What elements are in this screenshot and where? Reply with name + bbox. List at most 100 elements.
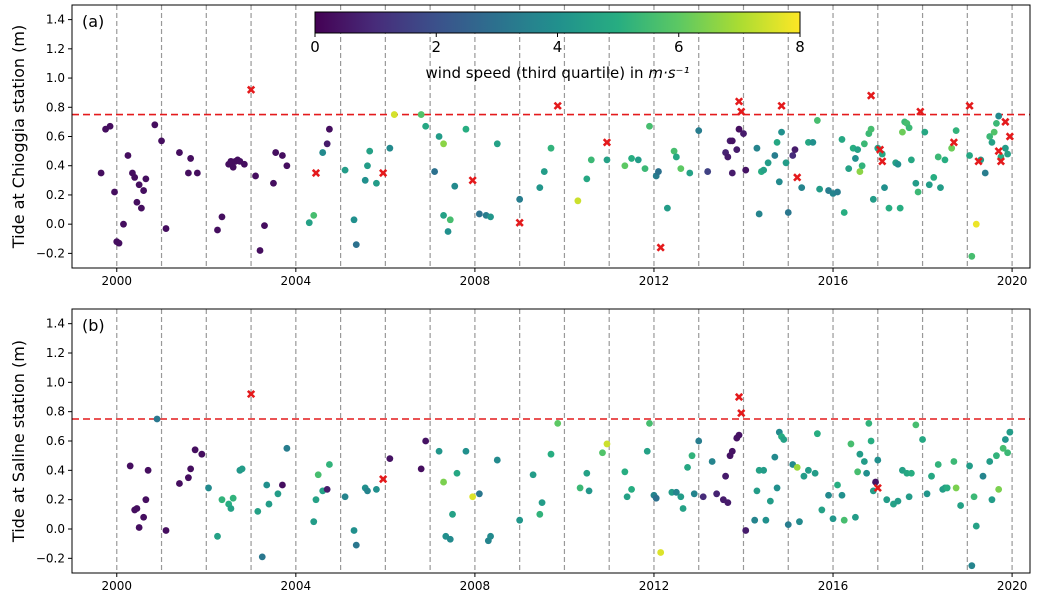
data-point (690, 490, 698, 498)
event-marker (878, 157, 887, 166)
data-point (135, 524, 143, 531)
data-point (352, 541, 360, 549)
data-point (252, 172, 259, 180)
data-point (435, 447, 443, 455)
data-point (686, 169, 694, 177)
event-marker (873, 483, 882, 493)
data-point (793, 464, 801, 471)
data-point (390, 111, 398, 118)
y-tick-label: 1.0 (46, 375, 65, 389)
data-point (227, 505, 235, 512)
data-point (722, 472, 729, 480)
colorbar-tick-label: 2 (431, 38, 441, 56)
event-marker-stroke (974, 157, 983, 166)
data-point (867, 125, 875, 133)
data-point (847, 440, 855, 448)
data-point (493, 456, 501, 464)
data-point (894, 497, 902, 505)
data-point (1006, 428, 1014, 436)
data-point (305, 219, 313, 227)
data-point (350, 216, 358, 224)
data-point (135, 181, 143, 189)
data-point (646, 420, 653, 427)
data-point (742, 166, 750, 174)
data-point (176, 480, 183, 487)
data-point (352, 241, 360, 249)
data-point (655, 168, 662, 175)
data-point (735, 125, 743, 133)
data-point (905, 124, 913, 132)
data-point (646, 122, 653, 130)
data-point (704, 168, 712, 175)
data-point (641, 165, 649, 173)
data-point (928, 472, 935, 480)
data-point (773, 484, 781, 492)
data-point (872, 478, 879, 486)
data-point (361, 176, 369, 184)
data-point (874, 456, 882, 464)
data-point (493, 140, 501, 148)
data-point (229, 163, 237, 171)
data-point (451, 182, 459, 190)
data-point (999, 444, 1007, 452)
data-point (845, 165, 853, 173)
data-point (140, 187, 148, 194)
data-point (934, 153, 942, 161)
event-marker-stroke (793, 173, 802, 182)
event-marker-stroke (311, 168, 321, 178)
data-point (621, 468, 629, 476)
data-point (993, 452, 1000, 460)
data-point (628, 155, 635, 162)
data-point (912, 421, 920, 429)
data-point (753, 144, 761, 152)
data-point (310, 212, 318, 219)
data-point (943, 484, 951, 492)
data-point (603, 156, 611, 164)
data-point (740, 130, 747, 137)
data-point (733, 146, 741, 154)
event-marker-stroke (949, 138, 959, 147)
event-marker (515, 218, 524, 227)
data-point (1004, 449, 1012, 457)
data-point (587, 156, 595, 164)
data-point (111, 188, 118, 196)
data-point (366, 147, 374, 155)
data-point (422, 437, 430, 445)
data-point (981, 169, 989, 177)
event-marker-stroke (553, 101, 562, 110)
data-point (883, 496, 891, 504)
y-tick-label: 1.4 (46, 317, 65, 331)
event-marker (734, 97, 744, 106)
data-point (751, 516, 759, 524)
data-point (968, 562, 976, 570)
y-tick-label: 0.4 (46, 159, 65, 173)
event-marker (866, 91, 876, 100)
colorbar-tick-label: 0 (310, 38, 320, 56)
data-point (124, 152, 132, 159)
x-tick-label: 2016 (818, 579, 849, 593)
data-point (930, 174, 938, 181)
data-point (762, 516, 770, 524)
data-point (766, 497, 774, 505)
data-point (919, 436, 926, 443)
y-tick-label: 1.4 (46, 13, 65, 27)
data-point (131, 174, 139, 181)
x-tick-label: 2000 (101, 274, 132, 288)
data-point (912, 179, 920, 187)
colorbar-tick-label: 8 (795, 38, 805, 56)
y-tick-label: 0.2 (46, 188, 65, 202)
data-point (205, 484, 212, 492)
data-point (475, 210, 483, 218)
data-point (142, 175, 150, 183)
data-point (663, 204, 671, 212)
colorbar-scale (314, 11, 801, 34)
data-point (753, 487, 761, 495)
data-point (373, 179, 380, 187)
data-point (547, 144, 555, 152)
data-point (905, 493, 913, 501)
data-point (142, 496, 150, 504)
data-point (995, 486, 1003, 493)
data-point (133, 198, 141, 206)
y-tick-label: 0.6 (46, 434, 65, 448)
